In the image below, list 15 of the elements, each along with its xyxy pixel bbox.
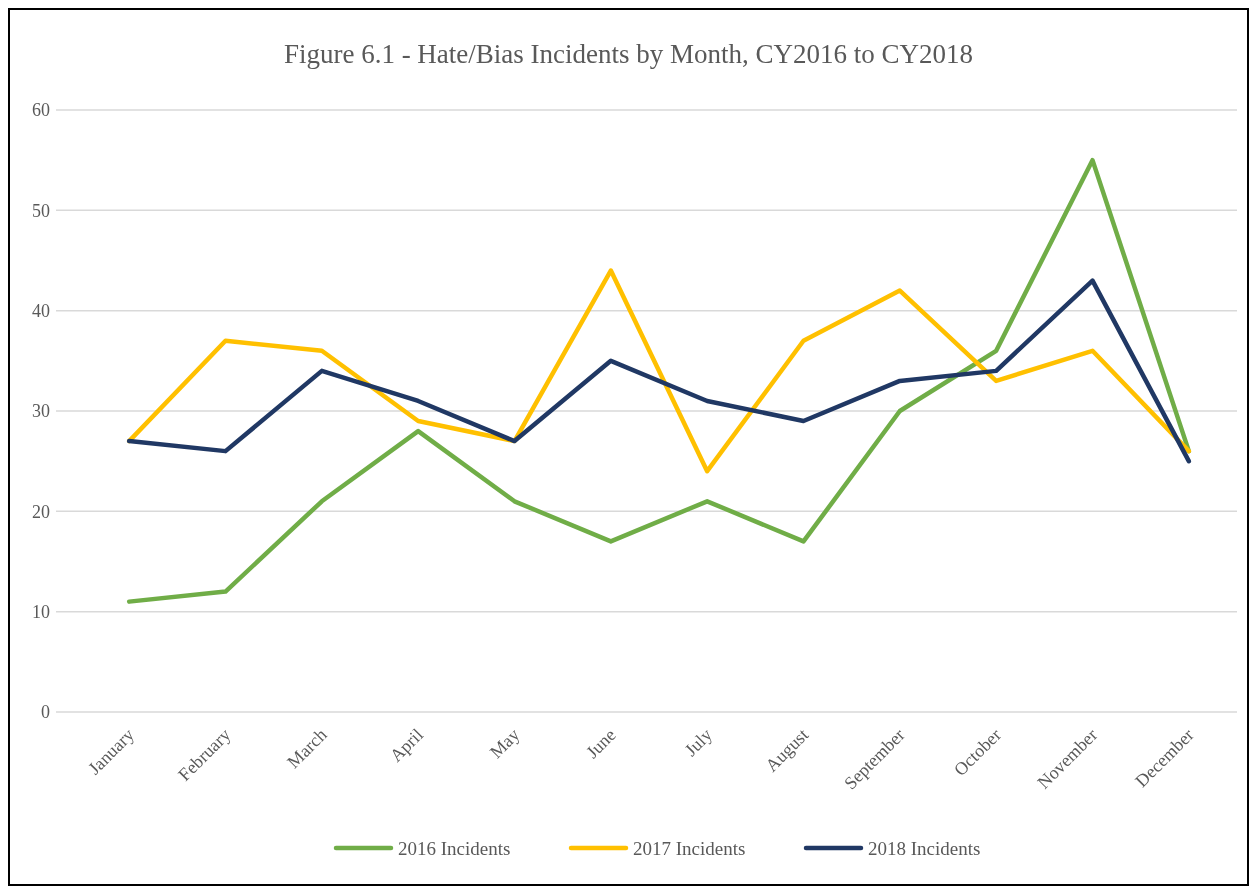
y-tick-label: 10 bbox=[32, 601, 50, 622]
y-tick-label: 50 bbox=[32, 200, 50, 221]
x-tick-label: May bbox=[485, 724, 524, 763]
y-tick-label: 0 bbox=[41, 702, 50, 723]
x-tick-label: June bbox=[582, 724, 620, 763]
chart-title: Figure 6.1 - Hate/Bias Incidents by Month, CY2016 to CY2018 bbox=[283, 39, 974, 69]
y-tick-label: 40 bbox=[32, 300, 50, 321]
y-tick-label: 30 bbox=[32, 401, 50, 422]
legend-label: 2018 Incidents bbox=[868, 837, 981, 859]
legend-label: 2016 Incidents bbox=[398, 837, 511, 859]
y-tick-label: 60 bbox=[32, 100, 50, 121]
x-tick-label: July bbox=[680, 724, 716, 761]
y-tick-label: 20 bbox=[32, 501, 50, 522]
line-series bbox=[126, 157, 1192, 604]
legend-label: 2017 Incidents bbox=[633, 837, 746, 859]
